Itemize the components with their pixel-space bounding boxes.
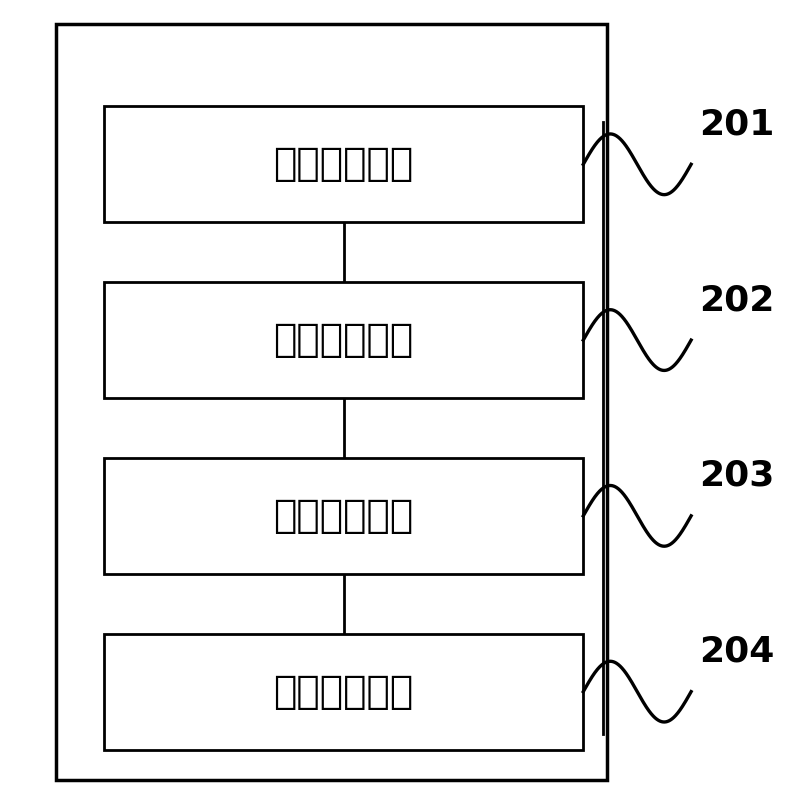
Text: 第二确定模块: 第二确定模块 — [273, 673, 414, 710]
FancyBboxPatch shape — [56, 25, 607, 779]
FancyBboxPatch shape — [104, 634, 583, 750]
Text: 第一确定模块: 第一确定模块 — [273, 497, 414, 535]
Text: 第一获取模块: 第一获取模块 — [273, 146, 414, 183]
Text: 201: 201 — [699, 107, 774, 142]
Text: 第一获取模块: 第一获取模块 — [273, 321, 414, 359]
FancyBboxPatch shape — [104, 106, 583, 222]
Text: 202: 202 — [699, 283, 774, 317]
FancyBboxPatch shape — [104, 458, 583, 574]
Text: 203: 203 — [699, 459, 774, 493]
Text: 204: 204 — [699, 634, 774, 669]
FancyBboxPatch shape — [104, 282, 583, 398]
